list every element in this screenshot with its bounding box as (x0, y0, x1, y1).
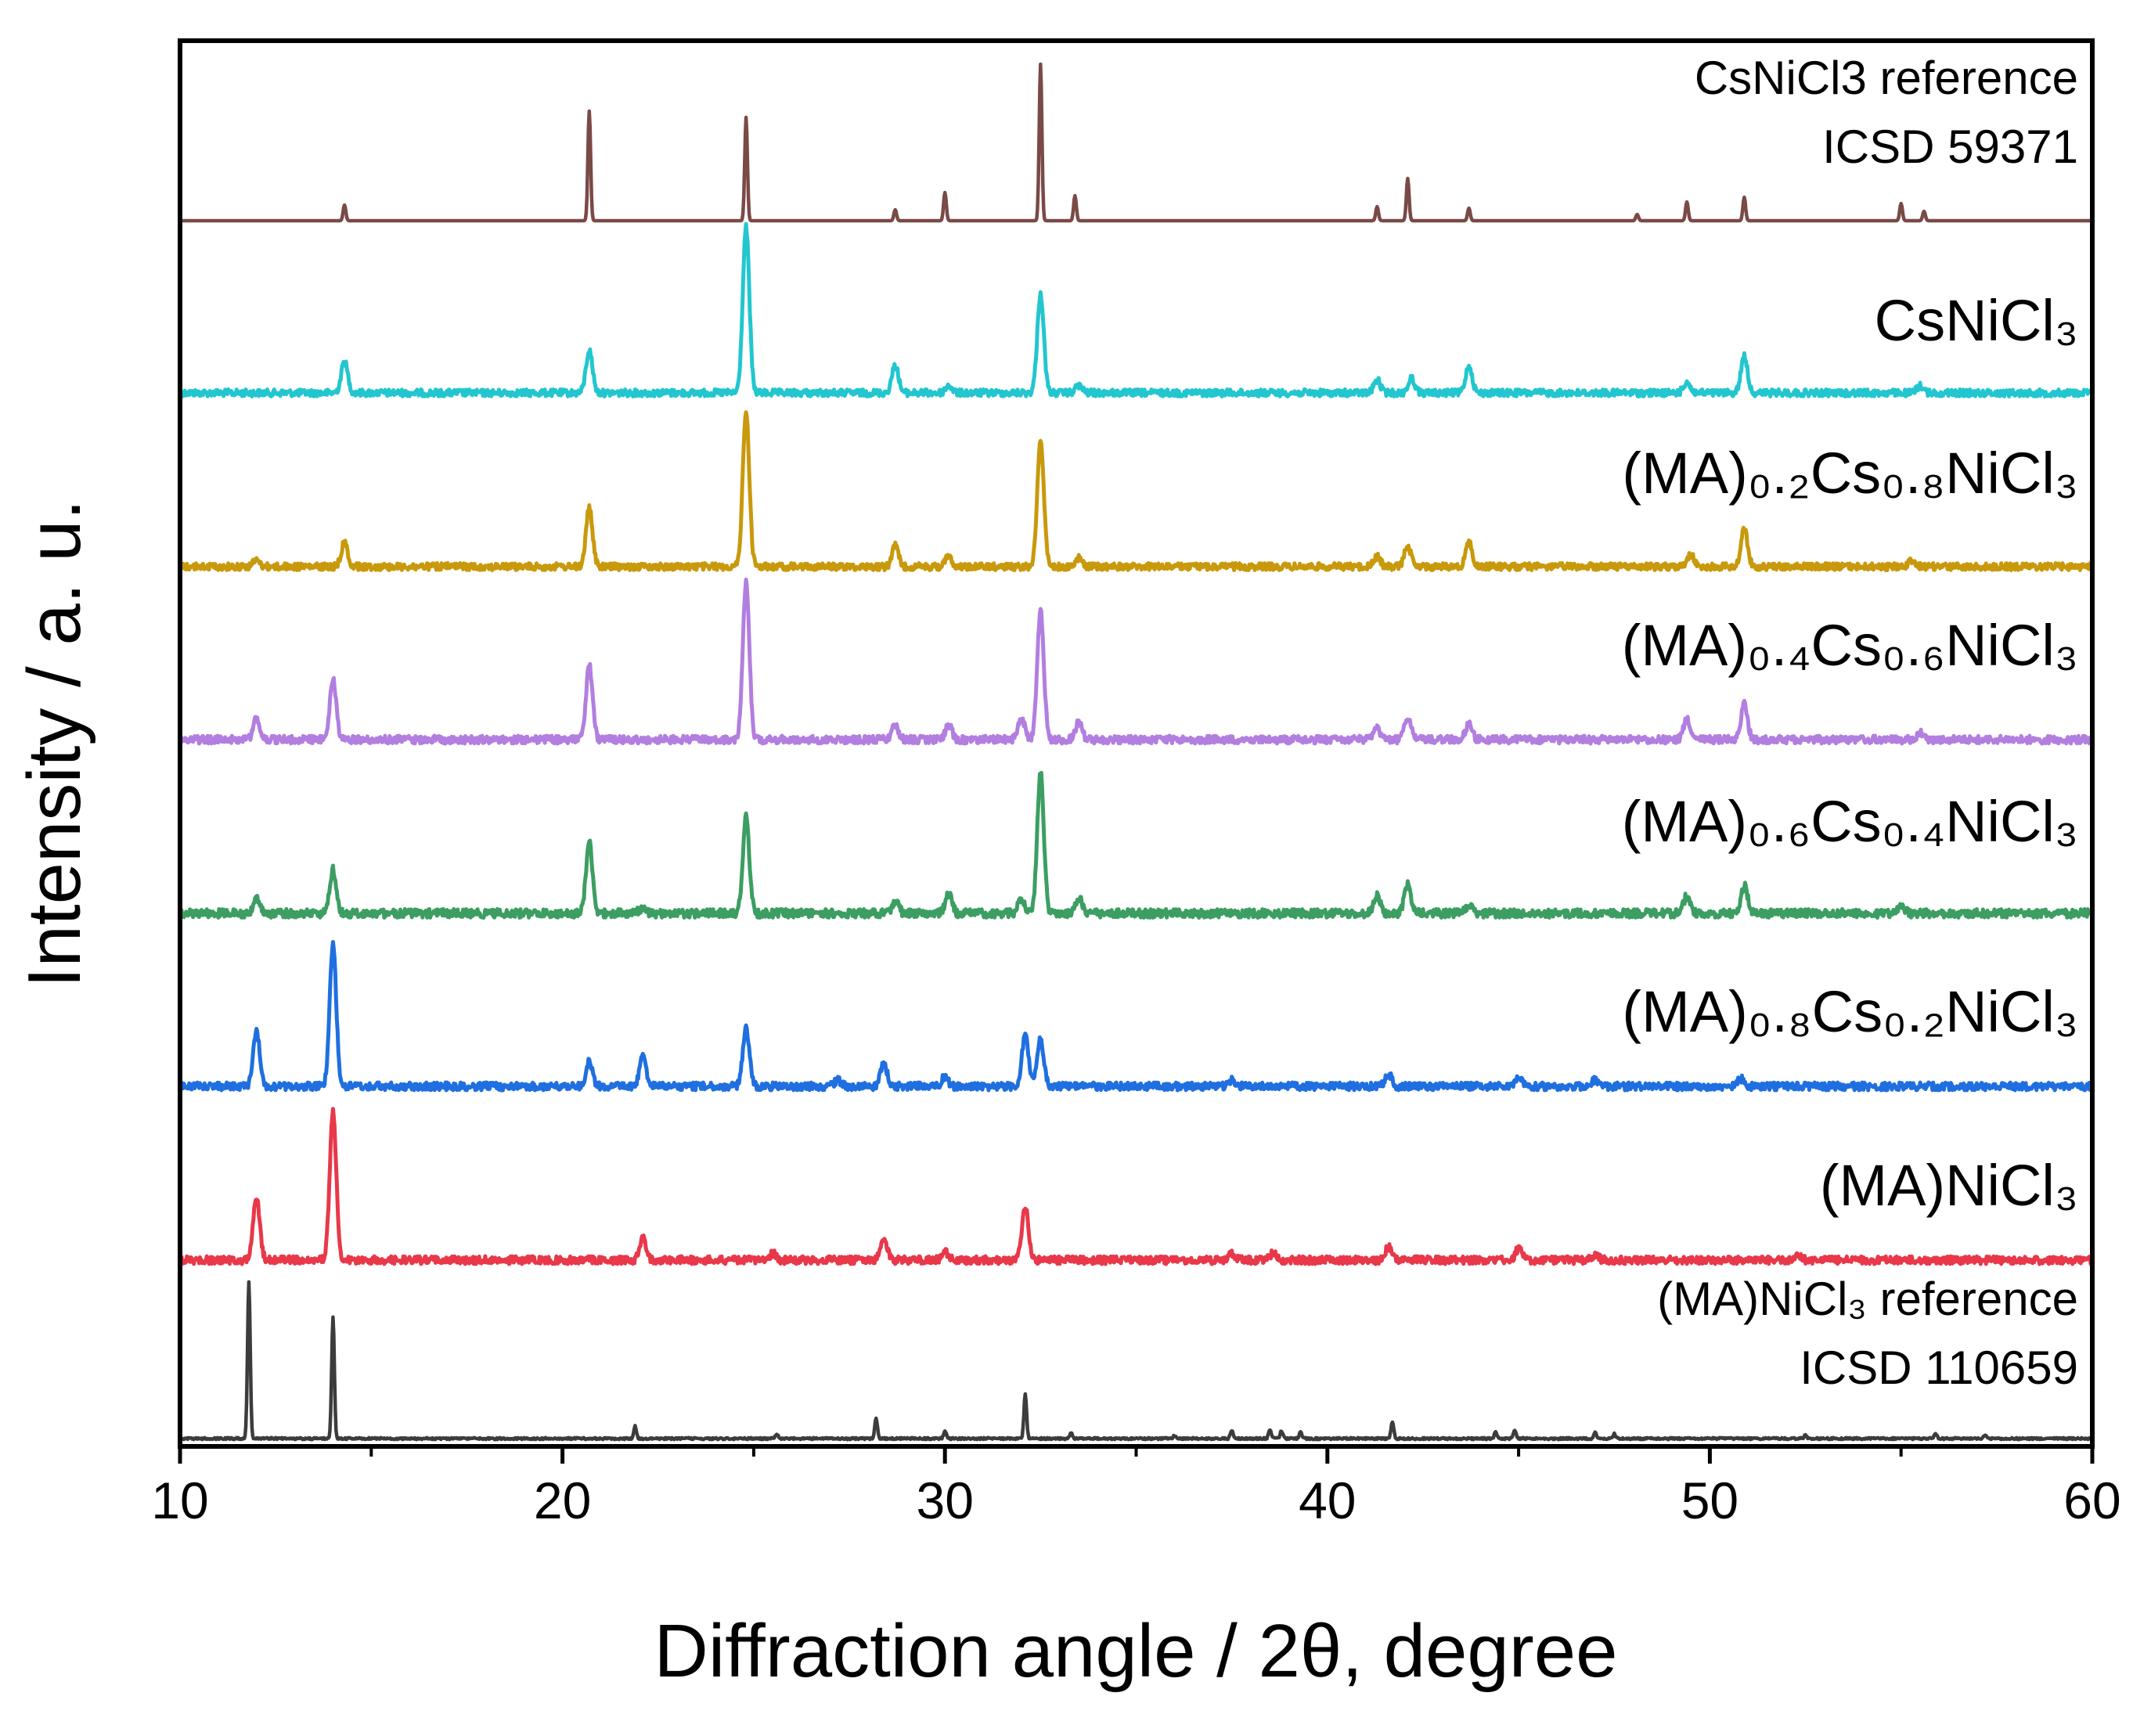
series-line-7 (178, 1280, 2094, 1442)
series-label-line2-0: ICSD 59371 (1822, 121, 2078, 173)
series-line-6 (178, 1107, 2095, 1266)
series-line-1 (178, 222, 2095, 398)
series-labels: CsNiCl3 reference ICSD 59371 CsNiCl₃ (MA)₀.… (1622, 52, 2078, 1394)
series-label-4: (MA)₀.₆Cs₀.₄NiCl₃ (1622, 789, 2078, 854)
x-tick-label: 20 (534, 1471, 591, 1529)
x-tick-label: 30 (916, 1471, 973, 1529)
x-tick-label: 40 (1299, 1471, 1356, 1529)
series-label-line2-7: ICSD 110659 (1800, 1342, 2078, 1394)
y-axis-title: Intensity / a. u. (13, 499, 96, 988)
series-line-3 (178, 578, 2095, 746)
series-label-1: CsNiCl₃ (1875, 288, 2078, 353)
series-line-2 (178, 410, 2095, 572)
series-label-3: (MA)₀.₄Cs₀.₆NiCl₃ (1622, 613, 2078, 678)
series-label-7: (MA)NiCl₃ reference (1657, 1273, 2078, 1325)
series-line-5 (178, 940, 2095, 1093)
x-axis-title: Diffraction angle / 2θ, degree (654, 1609, 1617, 1693)
x-tick-label: 50 (1681, 1471, 1738, 1529)
series-label-5: (MA)₀.₈Cs₀.₂NiCl₃ (1622, 979, 2078, 1044)
series-label-6: (MA)NiCl₃ (1820, 1153, 2078, 1218)
series-label-2: (MA)₀.₂Cs₀.₈NiCl₃ (1622, 441, 2078, 506)
x-axis-ticks: 10 20 30 40 50 60 (151, 1446, 2121, 1529)
x-tick-label: 10 (151, 1471, 208, 1529)
series-label-0: CsNiCl3 reference (1695, 52, 2078, 104)
x-tick-label: 60 (2063, 1471, 2120, 1529)
series-line-0 (178, 62, 2094, 223)
series-line-4 (178, 770, 2095, 920)
trace-layer (178, 62, 2095, 1442)
